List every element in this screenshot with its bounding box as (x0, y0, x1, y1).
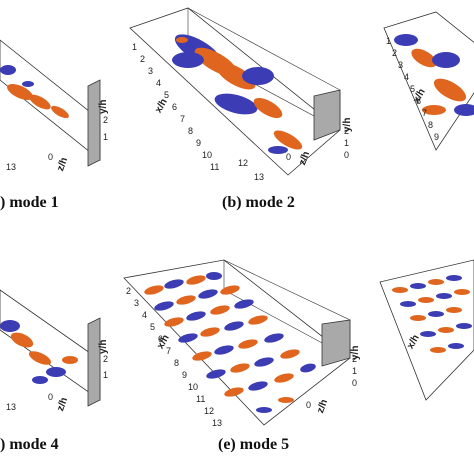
svg-text:0: 0 (286, 152, 291, 162)
panel-mode-6: x/h (376, 250, 474, 435)
svg-text:2: 2 (352, 354, 357, 364)
svg-text:2: 2 (103, 354, 108, 364)
mode-2-plot: 1 2 3 4 5 6 7 8 9 10 11 12 13 x/h 0 z/h … (129, 7, 353, 182)
svg-text:0: 0 (48, 152, 53, 162)
svg-text:1: 1 (352, 366, 357, 376)
svg-text:6: 6 (172, 102, 177, 112)
svg-text:4: 4 (404, 72, 409, 82)
svg-text:10: 10 (202, 150, 212, 160)
svg-text:3: 3 (148, 66, 153, 76)
svg-text:0: 0 (352, 378, 357, 388)
svg-text:12: 12 (204, 406, 214, 416)
svg-text:0: 0 (306, 400, 311, 410)
panel-mode-1: 2 1 y/h 0 z/h 13 (0, 0, 110, 180)
z-axis-label: z/h (55, 156, 70, 173)
svg-text:11: 11 (196, 394, 205, 404)
svg-text:7: 7 (180, 114, 185, 124)
svg-text:9: 9 (182, 370, 187, 380)
panel-mode-4: 2 1 y/h 0 z/h 13 (0, 250, 110, 425)
caption-mode-1: ) mode 1 (0, 194, 59, 211)
svg-text:3: 3 (134, 298, 139, 308)
z-axis-label: z/h (55, 396, 70, 413)
svg-text:6: 6 (416, 96, 421, 106)
svg-text:1: 1 (103, 132, 108, 142)
svg-text:5: 5 (410, 84, 415, 94)
svg-text:5: 5 (164, 90, 169, 100)
svg-text:1: 1 (132, 42, 137, 52)
caption-mode-4: ) mode 4 (0, 436, 59, 453)
svg-text:7: 7 (166, 346, 171, 356)
svg-text:8: 8 (174, 358, 179, 368)
svg-text:13: 13 (6, 402, 16, 412)
y-axis-label: y/h (98, 100, 109, 114)
svg-text:2: 2 (392, 48, 397, 58)
svg-text:7: 7 (422, 108, 427, 118)
caption-mode-5: (e) mode 5 (218, 436, 290, 453)
caption-mode-2: (b) mode 2 (222, 194, 295, 211)
panel-mode-3: 1 2 3 4 5 6 7 8 9 x/h (376, 0, 474, 190)
mode-1-plot: 2 1 y/h 0 z/h 13 (0, 39, 109, 173)
z-axis-label: z/h (297, 150, 312, 167)
svg-text:2: 2 (344, 126, 349, 136)
y-axis-label: y/h (342, 118, 353, 132)
svg-text:2: 2 (140, 54, 145, 64)
svg-text:2: 2 (103, 115, 108, 125)
svg-text:5: 5 (150, 322, 155, 332)
mode-5-plot: 2 3 4 5 6 7 8 9 10 11 12 13 x/h 0 z/h 2 … (123, 259, 361, 428)
mode-3-plot: 1 2 3 4 5 6 7 8 9 x/h (383, 11, 474, 151)
mode-4-plot: 2 1 y/h 0 z/h 13 (0, 289, 109, 413)
svg-text:8: 8 (428, 120, 433, 130)
panel-mode-2: 1 2 3 4 5 6 7 8 9 10 11 12 13 x/h 0 z/h … (118, 0, 358, 190)
svg-text:13: 13 (212, 418, 222, 428)
svg-text:9: 9 (434, 132, 439, 142)
svg-text:4: 4 (156, 78, 161, 88)
mode-5-structures (144, 272, 316, 413)
svg-text:8: 8 (188, 126, 193, 136)
svg-text:6: 6 (158, 334, 163, 344)
panel-mode-5: 2 3 4 5 6 7 8 9 10 11 12 13 x/h 0 z/h 2 … (114, 250, 364, 435)
svg-text:2: 2 (126, 286, 131, 296)
y-axis-label: y/h (98, 340, 109, 354)
z-axis-label: z/h (315, 398, 330, 415)
svg-text:12: 12 (238, 158, 248, 168)
svg-text:0: 0 (48, 392, 53, 402)
svg-text:0: 0 (344, 150, 349, 160)
svg-text:1: 1 (103, 370, 108, 380)
svg-text:11: 11 (210, 162, 219, 172)
svg-text:13: 13 (254, 172, 264, 182)
svg-text:13: 13 (6, 162, 16, 172)
svg-text:1: 1 (386, 36, 391, 46)
y-axis-label: y/h (350, 346, 361, 360)
mode-6-plot: x/h (379, 259, 474, 401)
svg-text:1: 1 (344, 138, 349, 148)
svg-text:3: 3 (398, 60, 403, 70)
svg-text:9: 9 (196, 138, 201, 148)
svg-text:4: 4 (142, 310, 147, 320)
svg-text:10: 10 (188, 382, 198, 392)
